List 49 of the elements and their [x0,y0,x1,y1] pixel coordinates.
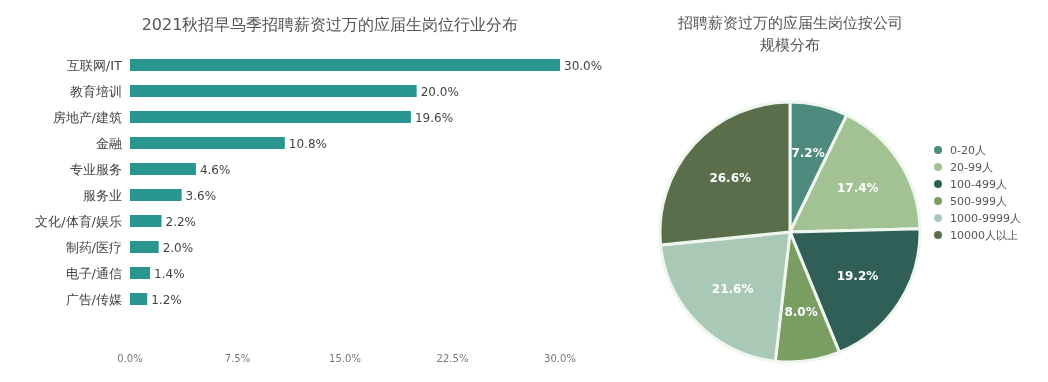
data-label: 8.0% [784,304,818,319]
bar [130,111,411,123]
bar [130,293,148,305]
data-label: 19.6% [414,111,454,125]
bar [130,137,285,149]
chart-title: 招聘薪资过万的应届生岗位按公司规模分布 [676,14,903,54]
data-label: 2.2% [165,215,197,229]
x-tick-label: 7.5% [224,353,251,364]
data-label: 20.0% [420,85,459,99]
legend-label: 100-499人 [950,178,1007,191]
bar [130,85,417,97]
x-tick-label: 30.0% [544,353,576,364]
bar [130,267,151,279]
data-label: 4.6% [199,163,231,177]
y-tick-label: 互联网/IT [66,58,123,73]
legend-label: 500-999人 [950,195,1007,208]
data-label: 19.2% [836,269,879,284]
y-tick-label: 专业服务 [70,162,122,177]
x-tick-label: 0.0% [117,353,143,364]
chart-title: 2021秋招早鸟季招聘薪资过万的应届生岗位行业分布 [141,15,519,34]
x-tick-label: 15.0% [329,353,361,364]
data-label: 1.2% [151,293,182,307]
legend-label: 1000-9999人 [950,212,1021,225]
y-tick-label: 教育培训 [70,84,122,99]
bar [130,241,159,253]
y-tick-label: 制药/医疗 [65,240,122,255]
data-label: 7.2% [791,146,825,161]
y-tick-label: 文化/体育/娱乐 [35,214,122,229]
data-label: 2.0% [162,241,194,255]
bar [130,189,182,201]
data-label: 26.6% [709,170,752,185]
bar [130,215,162,227]
data-label: 3.6% [185,189,217,203]
y-tick-label: 服务业 [83,188,122,203]
legend-label: 10000人以上 [950,229,1018,242]
legend-label: 20-99人 [950,161,993,174]
data-label: 21.6% [711,281,754,296]
y-tick-label: 广告/传媒 [65,292,122,307]
data-label: 30.0% [564,59,603,73]
x-tick-label: 22.5% [436,353,469,364]
y-tick-label: 电子/通信 [65,266,122,281]
data-label: 17.4% [836,181,879,196]
data-label: 1.4% [154,267,185,281]
y-tick-label: 房地产/建筑 [52,110,122,125]
legend-label: 0-20人 [950,144,986,157]
y-tick-label: 金融 [96,136,122,151]
bar [130,163,196,175]
bar [130,59,560,71]
data-label: 10.8% [288,137,327,151]
